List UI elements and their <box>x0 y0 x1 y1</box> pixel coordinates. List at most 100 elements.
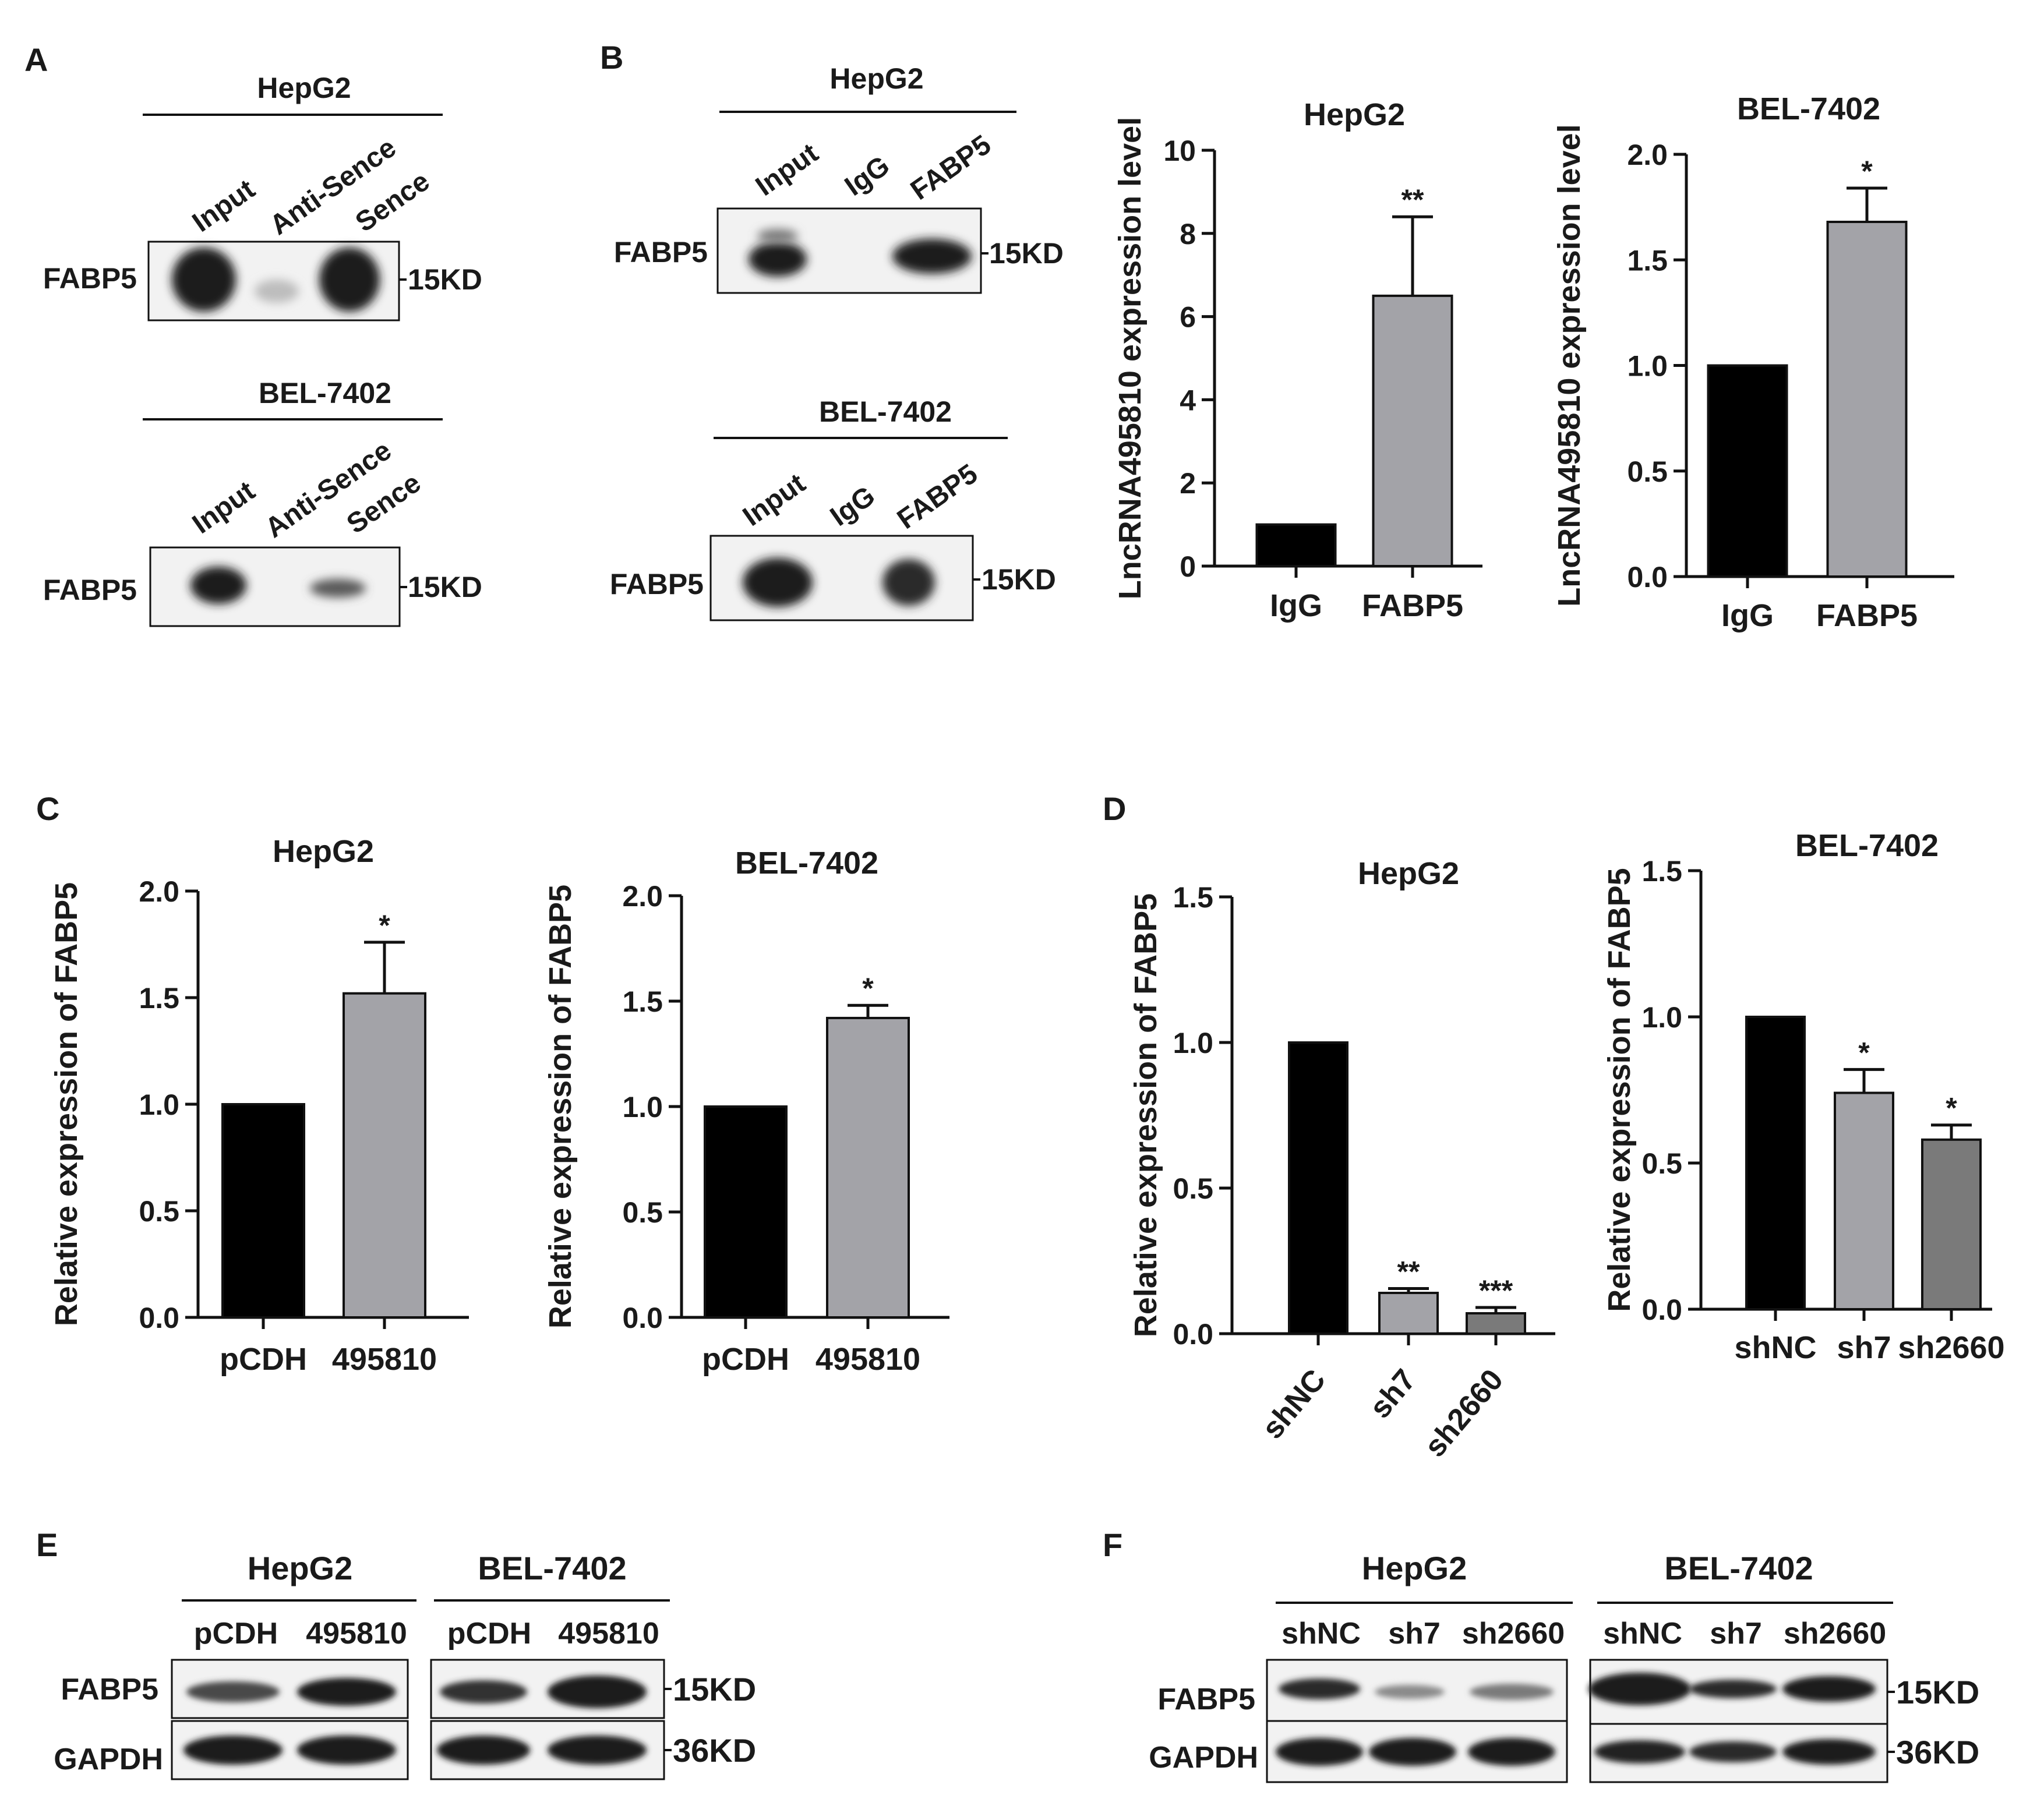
bar <box>343 992 426 1319</box>
x-tick-label: 495810 <box>332 1342 437 1377</box>
lane-label: sh7 <box>1710 1617 1762 1651</box>
y-tick-label: 1.0 <box>1641 1001 1682 1034</box>
blot-cell-label: BEL-7402 <box>1664 1550 1813 1586</box>
blot-b-hepg2: HepG2 Input IgG FABP5 FABP5 15KD <box>614 62 1064 294</box>
blot-a-hepg2: HepG2 Input Anti-Sence Sence FABP5 15KD <box>43 72 482 321</box>
chart-title: BEL-7402 <box>1795 828 1939 863</box>
band <box>1276 1738 1363 1766</box>
y-tick-label: 2 <box>1180 467 1196 500</box>
y-tick-label: 1.5 <box>1627 244 1668 277</box>
y-tick-label: 0.0 <box>139 1302 179 1334</box>
y-tick-label: 1.5 <box>1641 855 1682 888</box>
y-tick-label: 2.0 <box>622 880 663 913</box>
band <box>297 1736 396 1765</box>
band <box>190 567 246 604</box>
band <box>1279 1678 1360 1699</box>
significance-marker: * <box>1946 1092 1957 1125</box>
band <box>183 1736 283 1765</box>
y-tick-label: 0.5 <box>139 1195 179 1228</box>
band <box>548 1736 647 1765</box>
size-marker: 15KD <box>982 563 1056 596</box>
y-axis-label: Relative expression of FABP5 <box>49 882 84 1326</box>
band <box>437 1736 530 1765</box>
chart-title: HepG2 <box>1358 856 1459 891</box>
protein-label: FABP5 <box>614 236 708 268</box>
band <box>757 229 798 243</box>
bar <box>1834 1091 1894 1311</box>
band <box>255 280 299 303</box>
band <box>892 239 972 274</box>
significance-marker: * <box>1861 155 1873 188</box>
panel-label-a: A <box>24 41 48 78</box>
bar <box>1288 1041 1348 1335</box>
lane-label: sh7 <box>1388 1617 1441 1651</box>
blot-f: HepG2 BEL-7402 shNC sh7 sh2660 shNC sh7 … <box>1149 1550 1979 1783</box>
lane-label: Input <box>737 468 811 532</box>
size-marker: 36KD <box>673 1732 756 1769</box>
blot-cell-label: BEL-7402 <box>819 395 952 428</box>
y-tick-label: 4 <box>1180 384 1196 416</box>
y-tick-label: 1.0 <box>622 1091 663 1123</box>
y-tick-label: 0.5 <box>1173 1172 1213 1205</box>
y-axis-label: Relative expression of FABP5 <box>1128 893 1163 1337</box>
y-tick-label: 0.0 <box>1641 1293 1682 1326</box>
y-tick-label: 0.0 <box>1627 561 1668 593</box>
band <box>1782 1739 1876 1765</box>
x-tick-label: sh7 <box>1837 1330 1891 1365</box>
band <box>186 1681 280 1702</box>
bar <box>1921 1138 1982 1310</box>
blot-cell-label: HepG2 <box>1362 1550 1467 1586</box>
band <box>1468 1738 1555 1766</box>
bar <box>1707 364 1788 578</box>
y-tick-label: 1.5 <box>1173 881 1213 914</box>
y-tick-label: 0.5 <box>1627 455 1668 488</box>
y-tick-label: 6 <box>1180 301 1196 334</box>
lane-label: Input <box>750 137 824 202</box>
significance-marker: * <box>379 909 390 942</box>
protein-label: FABP5 <box>1157 1683 1255 1716</box>
x-tick-label: pCDH <box>702 1342 789 1377</box>
x-tick-label: IgG <box>1721 598 1774 633</box>
band <box>1588 1673 1691 1705</box>
bar <box>826 1016 910 1319</box>
chart-title: BEL-7402 <box>1737 91 1880 126</box>
significance-marker: * <box>862 972 874 1005</box>
panel-label-c: C <box>36 790 59 827</box>
lane-label: Input <box>187 475 260 540</box>
y-tick-label: 1.5 <box>622 985 663 1018</box>
size-marker: 15KD <box>408 571 482 603</box>
lane-label: IgG <box>825 480 881 532</box>
band <box>1782 1676 1876 1702</box>
band <box>1594 1740 1685 1763</box>
y-tick-label: 0.5 <box>1641 1147 1682 1180</box>
chart-title: HepG2 <box>1304 97 1405 132</box>
bar <box>1378 1292 1439 1335</box>
y-axis-label: LncRNA495810 expression level <box>1113 117 1148 599</box>
lane-label: 495810 <box>306 1617 407 1651</box>
band <box>882 559 935 606</box>
chart-d-bel7402: BEL-7402 Relative expression of FABP5 0.0 0… <box>1602 828 2005 1365</box>
y-tick-label: 1.0 <box>139 1088 179 1121</box>
size-marker: 15KD <box>1896 1674 1979 1710</box>
blot-cell-label: BEL-7402 <box>478 1550 626 1586</box>
y-axis-label: Relative expression of FABP5 <box>1602 868 1637 1312</box>
x-tick-label: FABP5 <box>1816 598 1918 633</box>
y-tick-label: 1.0 <box>1627 350 1668 383</box>
band <box>1375 1685 1445 1699</box>
bar <box>1372 294 1453 567</box>
bar <box>704 1105 788 1319</box>
band <box>1369 1738 1456 1766</box>
blot-b-bel7402: BEL-7402 Input IgG FABP5 FABP5 15KD <box>610 395 1056 621</box>
lane-label: FABP5 <box>892 458 983 535</box>
band <box>1470 1684 1554 1700</box>
band <box>1689 1680 1777 1698</box>
chart-b-bel7402: BEL-7402 LncRNA495810 expression level 0.0… <box>1552 91 1954 633</box>
y-tick-label: 2.0 <box>1627 139 1668 171</box>
y-tick-label: 2.0 <box>139 875 179 908</box>
lane-label: pCDH <box>194 1617 278 1651</box>
significance-marker: ** <box>1402 183 1424 216</box>
bar <box>221 1103 305 1319</box>
blot-cell-label: HepG2 <box>257 72 351 104</box>
band <box>1689 1741 1777 1762</box>
